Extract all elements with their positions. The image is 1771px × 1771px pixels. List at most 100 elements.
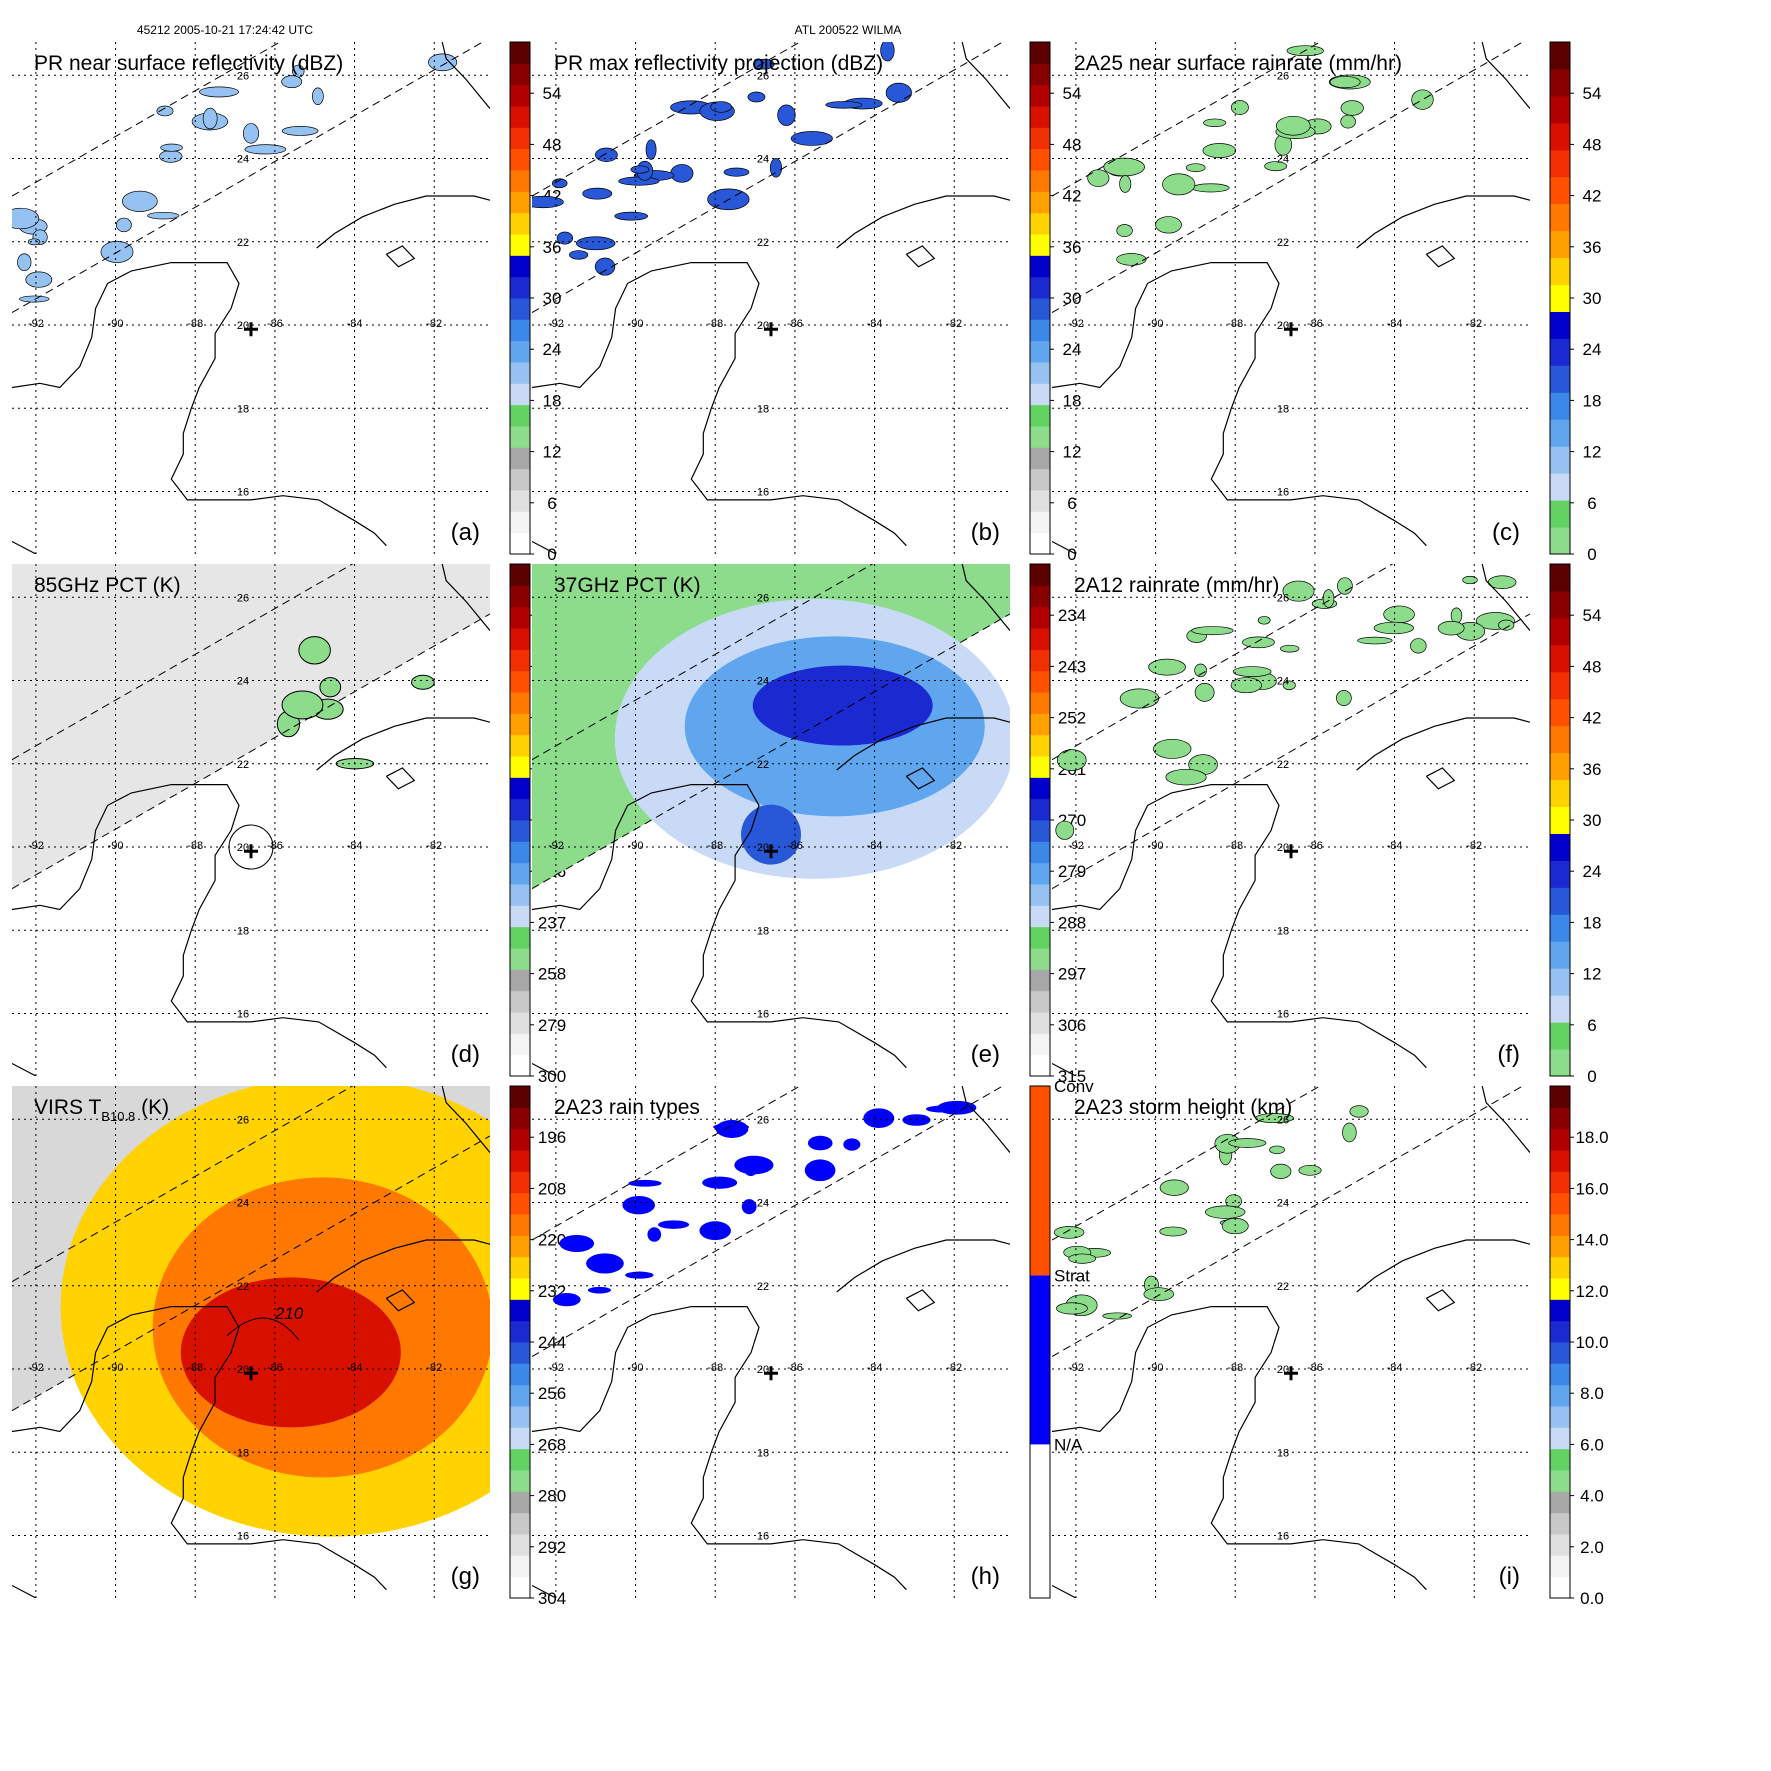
colorbar-tick-label: 42 xyxy=(1583,709,1602,728)
panel-title: 2A12 rainrate (mm/hr) xyxy=(1074,574,1279,597)
storm-center-marker xyxy=(244,322,258,337)
precip-cell xyxy=(1159,1226,1187,1237)
precip-cell xyxy=(1162,173,1196,196)
lat-label: 22 xyxy=(1277,759,1289,771)
storm-name-header: ATL 200522 WILMA xyxy=(795,23,902,37)
colorbar-segment xyxy=(1550,338,1570,366)
colorbar-segment xyxy=(510,692,530,714)
colorbar-segment xyxy=(510,362,530,384)
colorbar-segment xyxy=(1550,1406,1570,1428)
lat-label: 16 xyxy=(757,1009,769,1021)
storm-center-marker xyxy=(1284,322,1298,337)
panel-letter: (c) xyxy=(1492,519,1520,546)
colorbar-segment xyxy=(1030,532,1050,555)
lat-label: 24 xyxy=(757,154,769,166)
colorbar-segment xyxy=(510,511,530,534)
storm-center-marker xyxy=(764,1366,778,1381)
lon-label: -90 xyxy=(628,318,644,330)
swath-background xyxy=(12,564,490,889)
precip-cell xyxy=(1232,666,1272,677)
colorbar-tick-label: 16.0 xyxy=(1575,1179,1608,1198)
precip-cell xyxy=(1116,224,1133,238)
colorbar-segment xyxy=(510,1256,530,1279)
colorbar-tick-label: 8.0 xyxy=(1580,1384,1604,1403)
lon-label: -92 xyxy=(548,1362,564,1374)
colorbar-segment xyxy=(1550,1128,1570,1151)
lat-label: 24 xyxy=(1277,1198,1289,1210)
coastline xyxy=(316,195,490,249)
lon-label: -86 xyxy=(1307,840,1323,852)
lat-label: 24 xyxy=(237,154,249,166)
coastline xyxy=(961,42,1010,109)
coastline xyxy=(532,262,907,547)
colorbar-segment xyxy=(510,1555,530,1578)
panel-title-units: (K) xyxy=(135,1096,169,1119)
colorbar-segment xyxy=(510,1278,530,1300)
precip-cell xyxy=(769,158,783,178)
swath-edge xyxy=(12,613,490,890)
precip-cell xyxy=(1159,1179,1189,1196)
precip-cell xyxy=(1230,677,1262,694)
colorbar-frame xyxy=(1029,41,1051,555)
colorbar-tick-label: 2.0 xyxy=(1580,1538,1604,1557)
panel-title: PR max reflectivity projection (dBZ) xyxy=(554,52,883,75)
colorbar-segment xyxy=(1030,1054,1050,1077)
panel-title: 85GHz PCT (K) xyxy=(34,574,181,597)
lon-label: -82 xyxy=(1466,318,1482,330)
colorbar: N/A Strat Conv xyxy=(1029,1077,1094,1599)
lat-label: 26 xyxy=(1277,1114,1289,1126)
lon-label: -88 xyxy=(1227,1362,1243,1374)
colorbar-segment xyxy=(1030,884,1050,906)
eyewall-ring xyxy=(741,804,801,865)
precip-cell xyxy=(595,147,618,162)
colorbar-tick-label: 297 xyxy=(1058,965,1086,984)
colorbar-tick-label: 252 xyxy=(1058,709,1086,728)
lat-label: 22 xyxy=(757,1281,769,1293)
colorbar-segment xyxy=(1030,511,1050,534)
colorbar-tick-label: 208 xyxy=(538,1179,566,1198)
colorbar-segment xyxy=(1030,383,1050,406)
coastline xyxy=(532,1062,557,1076)
precip-cell xyxy=(556,231,574,245)
colorbar-tick-label: 306 xyxy=(1058,1016,1086,1035)
lon-label: -90 xyxy=(628,1362,644,1374)
coastline xyxy=(1425,245,1456,268)
colorbar-segment xyxy=(1030,1444,1050,1598)
precip-cell xyxy=(281,75,303,89)
colorbar-segment xyxy=(1550,914,1570,942)
precip-cell xyxy=(1056,749,1087,771)
precip-cell xyxy=(122,190,158,212)
precip-cell xyxy=(1340,114,1356,129)
swath-edge xyxy=(532,613,1010,890)
colorbar-tick-label: 14.0 xyxy=(1575,1231,1608,1250)
colorbar-segment xyxy=(1030,841,1050,864)
precip-cell xyxy=(1230,100,1249,115)
lat-label: 22 xyxy=(237,759,249,771)
colorbar-tick-label: 24 xyxy=(1583,340,1602,359)
colorbar-tick-label: 36 xyxy=(543,238,562,257)
precip-cell xyxy=(1116,253,1147,266)
lon-label: -82 xyxy=(1466,1362,1482,1374)
panel-title: 2A23 rain types xyxy=(554,1096,700,1119)
precip-cell xyxy=(1498,619,1515,631)
precip-cell xyxy=(1329,76,1361,89)
precip-cell xyxy=(902,1114,931,1126)
colorbar-segment xyxy=(1550,473,1570,501)
lat-label: 26 xyxy=(757,70,769,82)
colorbar-tick-label: 6.0 xyxy=(1580,1435,1604,1454)
lat-label: 16 xyxy=(757,487,769,499)
colorbar-segment xyxy=(510,798,530,821)
panel-title: 2A23 storm height (km) xyxy=(1074,1096,1292,1119)
coastline xyxy=(441,1086,490,1153)
precip-cell xyxy=(747,91,766,103)
precip-cell xyxy=(115,217,132,233)
swath-edge xyxy=(532,1086,801,1241)
precip-cell xyxy=(647,1227,662,1242)
lon-label: -82 xyxy=(426,1362,442,1374)
colorbar-segment xyxy=(1030,1033,1050,1056)
colorbar-segment xyxy=(510,756,530,778)
colorbar-tick-label: 54 xyxy=(1583,84,1602,103)
